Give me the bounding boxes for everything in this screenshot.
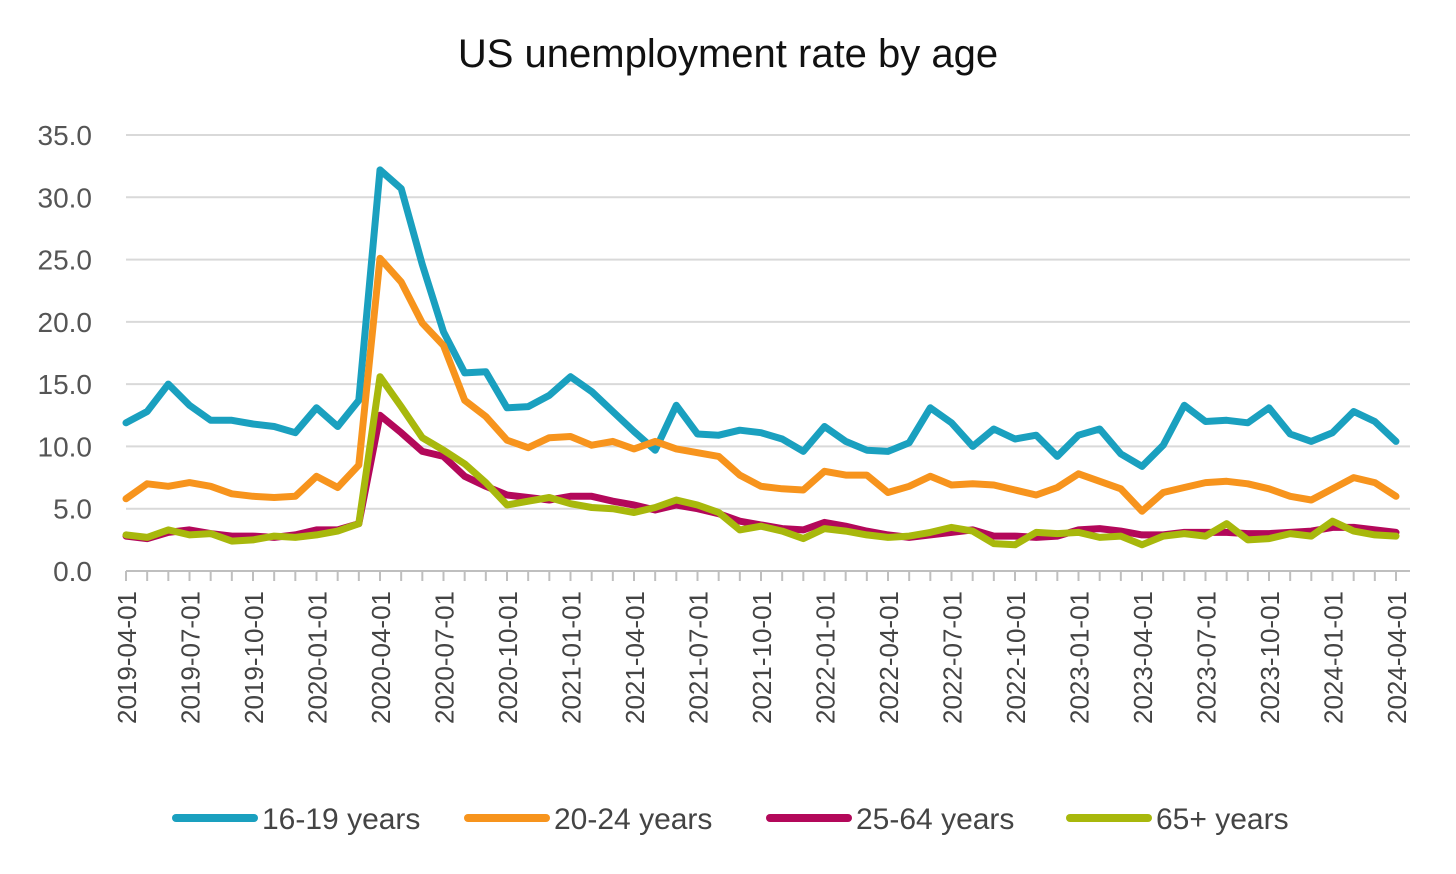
x-tick-label: 2023-04-01 <box>1128 591 1158 724</box>
legend-label: 25-64 years <box>856 803 1014 836</box>
x-tick-label: 2021-01-01 <box>557 591 587 724</box>
x-tick-label: 2020-01-01 <box>303 591 333 724</box>
legend-label: 65+ years <box>1156 803 1289 836</box>
grid-lines <box>126 134 1410 510</box>
legend-label: 20-24 years <box>554 803 712 836</box>
series-line-4 <box>122 373 1400 549</box>
x-tick-label: 2021-10-01 <box>747 591 777 724</box>
series-line-2 <box>122 254 1400 515</box>
chart-title: US unemployment rate by age <box>457 32 999 76</box>
x-axis <box>125 570 1410 581</box>
x-tick-label: 2021-04-01 <box>620 591 650 724</box>
x-tick-label: 2019-04-01 <box>112 591 142 724</box>
y-tick-label: 10.0 <box>38 431 93 462</box>
x-tick-label: 2022-07-01 <box>938 591 968 724</box>
x-tick-label: 2020-10-01 <box>493 591 523 724</box>
x-tick-label: 2020-04-01 <box>366 591 396 724</box>
x-tick-label: 2023-07-01 <box>1192 591 1222 724</box>
y-axis-ticks: 0.0 5.0 10.0 15.0 20.0 25.0 30.0 35.0 <box>38 120 93 587</box>
y-tick-label: 25.0 <box>38 245 93 276</box>
x-tick-label: 2022-10-01 <box>1001 591 1031 724</box>
x-tick-label: 2019-10-01 <box>239 591 269 724</box>
x-tick-label: 2022-01-01 <box>811 591 841 724</box>
x-tick-label: 2019-07-01 <box>176 591 206 724</box>
y-tick-label: 20.0 <box>38 307 93 338</box>
legend: 16-19 years 20-24 years 25-64 years 65+ yea… <box>172 803 1289 836</box>
x-tick-label: 2024-01-01 <box>1319 591 1349 724</box>
legend-label: 16-19 years <box>262 803 420 836</box>
x-tick-label: 2023-10-01 <box>1255 591 1285 724</box>
x-tick-label: 2022-04-01 <box>874 591 904 724</box>
y-tick-label: 5.0 <box>53 494 92 525</box>
x-tick-label: 2023-01-01 <box>1065 591 1095 724</box>
series-line-1 <box>122 166 1400 470</box>
x-tick-label: 2021-07-01 <box>684 591 714 724</box>
y-tick-label: 15.0 <box>38 369 93 400</box>
y-tick-label: 0.0 <box>53 556 92 587</box>
x-axis-ticks: 2019-04-01 2019-07-01 2019-10-01 2020-01-01… <box>112 591 1412 724</box>
y-tick-label: 35.0 <box>38 120 93 151</box>
y-tick-label: 30.0 <box>38 182 93 213</box>
x-tick-label: 2024-04-01 <box>1382 591 1412 724</box>
series-lines <box>122 166 1400 549</box>
x-tick-label: 2020-07-01 <box>430 591 460 724</box>
